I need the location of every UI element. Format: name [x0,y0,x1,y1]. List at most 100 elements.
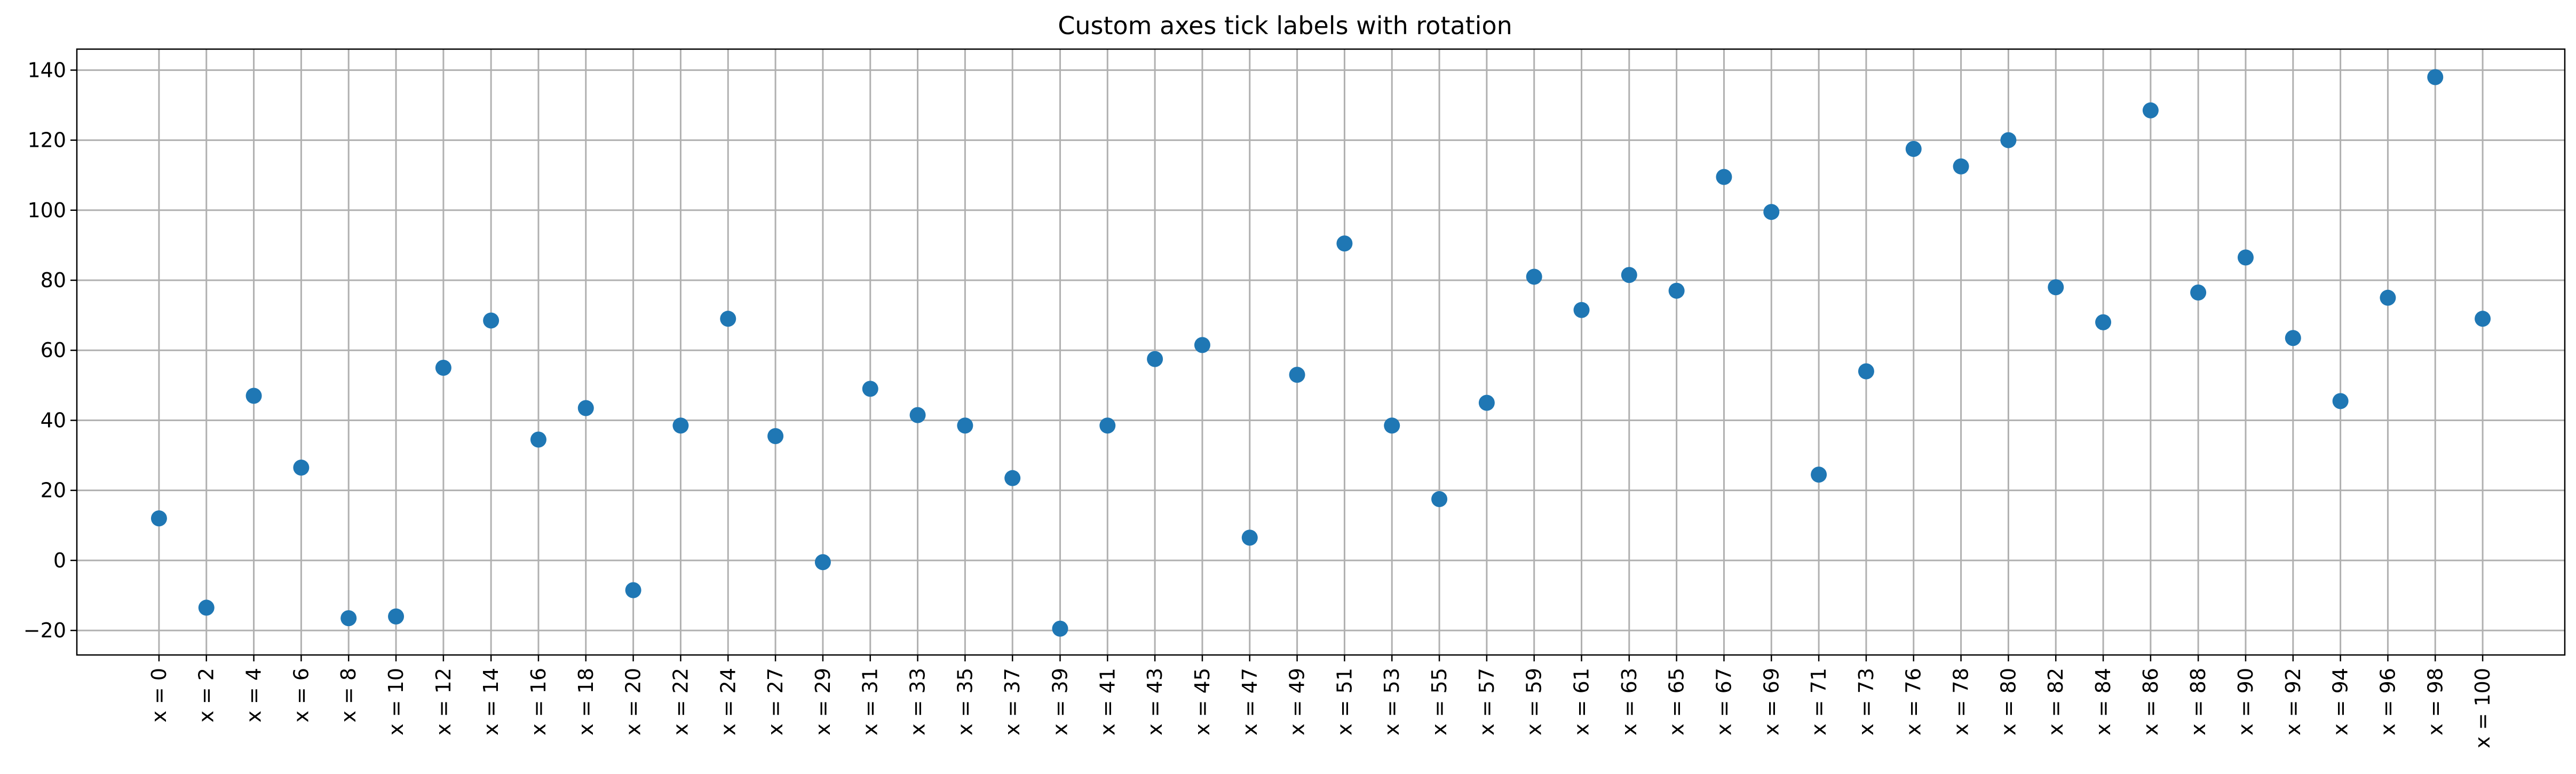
data-point [1147,351,1163,367]
data-point [1811,467,1827,483]
y-tick-label: 100 [27,199,66,222]
data-point [577,400,594,416]
x-tick-label: x = 51 [1333,668,1356,736]
y-tick-label: 0 [53,549,66,572]
x-tick-label: x = 94 [2329,668,2352,736]
x-tick-label: x = 57 [1475,668,1499,736]
data-point [2380,289,2396,306]
data-point [1668,282,1685,299]
x-tick-labels: x = 0 x = 2 x = 4 x = 6 x = 8 x = 10 x = 12 x =… [147,668,2494,748]
data-point [625,582,641,598]
data-point [862,381,878,397]
x-tick-label: x = 24 [716,668,740,736]
x-tick-label: x = 67 [1712,668,1735,736]
x-tick-label: x = 10 [384,668,408,736]
x-tick-label: x = 37 [1001,668,1024,736]
x-tick-label: x = 63 [1618,668,1641,736]
data-point [1384,417,1400,434]
data-point [720,311,736,327]
y-tick-label: 140 [27,58,66,82]
x-tick-label: x = 76 [1902,668,1925,736]
grid [77,49,2565,655]
x-tick-label: x = 18 [574,668,598,736]
data-point [245,388,262,404]
x-tick-label: x = 82 [2044,668,2067,736]
data-point [2048,279,2064,296]
data-point [198,599,215,616]
y-tick-label: −20 [23,619,66,642]
y-tick-labels: −20 0 20 40 60 80 100 120 140 [23,58,66,642]
x-tick-label: x = 31 [859,668,882,736]
data-point [2000,132,2017,148]
x-tick-label: x = 16 [527,668,550,736]
x-tick-label: x = 71 [1807,668,1830,736]
data-point [1194,337,1210,353]
x-tick-label: x = 90 [2234,668,2257,736]
x-tick-label: x = 8 [337,668,360,723]
data-point [1526,268,1542,285]
data-point [530,431,546,448]
y-tick-label: 120 [27,129,66,152]
x-tick-label: x = 43 [1143,668,1167,736]
data-point [1289,367,1305,383]
x-tick-label: x = 49 [1286,668,1309,736]
x-tick-label: x = 12 [432,668,455,736]
x-tick-label: x = 98 [2423,668,2447,736]
data-point [293,460,310,476]
x-tick-label: x = 92 [2281,668,2305,736]
y-tick-label: 40 [41,408,66,432]
data-point [1099,417,1116,434]
y-tick-label: 80 [41,268,66,292]
data-point [2475,311,2491,327]
data-point [2190,284,2207,301]
data-point [1431,491,1448,508]
data-point [1478,394,1495,411]
data-point [2142,102,2159,119]
x-tick-label: x = 6 [289,668,313,723]
x-tick-label: x = 80 [1996,668,2020,736]
x-tick-label: x = 22 [669,668,692,736]
x-tick-label: x = 86 [2139,668,2162,736]
y-tick-label: 60 [41,338,66,362]
data-point [1858,363,1874,380]
x-tick-label: x = 33 [906,668,930,736]
data-point [767,428,784,444]
axis-ticks [70,69,2484,661]
x-tick-label: x = 88 [2186,668,2210,736]
data-point [1716,169,1732,185]
x-tick-label: x = 14 [479,668,503,736]
data-point [1953,158,1969,175]
data-point [435,360,451,376]
data-point [1763,204,1780,220]
y-tick-label: 20 [41,479,66,502]
data-point [909,407,926,423]
data-point [483,312,500,329]
x-tick-label: x = 29 [811,668,835,736]
chart-title: Custom axes tick labels with rotation [1058,11,1512,40]
x-tick-label: x = 35 [953,668,977,736]
x-tick-label: x = 59 [1523,668,1546,736]
data-point [2285,330,2301,346]
data-point [1336,235,1353,252]
data-point [2095,314,2112,330]
x-tick-label: x = 45 [1191,668,1214,736]
x-tick-label: x = 20 [622,668,645,736]
x-tick-label: x = 27 [764,668,787,736]
x-tick-label: x = 47 [1238,668,1262,736]
x-tick-label: x = 100 [2471,668,2494,748]
x-tick-label: x = 39 [1048,668,1072,736]
data-point [2237,249,2254,266]
data-point [1004,470,1021,486]
data-points [150,69,2491,637]
data-point [1905,140,1922,157]
x-tick-label: x = 96 [2376,668,2399,736]
x-tick-label: x = 41 [1096,668,1119,736]
data-point [957,417,973,434]
data-point [2427,69,2444,85]
x-tick-label: x = 0 [147,668,171,723]
x-tick-label: x = 55 [1428,668,1451,736]
data-point [340,610,357,627]
data-point [1573,302,1590,318]
x-tick-label: x = 2 [195,668,218,723]
